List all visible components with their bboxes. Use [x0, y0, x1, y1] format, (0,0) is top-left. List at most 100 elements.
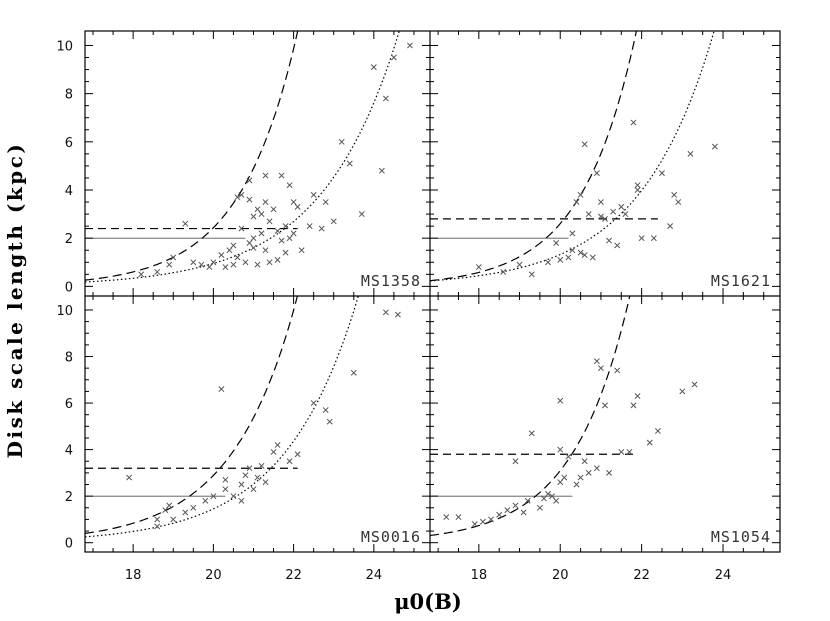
data-point: [270, 206, 277, 213]
data-point: [226, 247, 233, 254]
data-point: [561, 474, 568, 481]
frames: [84, 30, 781, 553]
panel-label: MS1358: [361, 272, 421, 290]
data-point: [581, 458, 588, 465]
data-point: [553, 497, 560, 504]
data-point: [254, 206, 261, 213]
y-tick-label: 2: [65, 490, 73, 505]
data-point: [557, 479, 564, 486]
data-point: [536, 504, 543, 511]
data-point: [679, 388, 686, 395]
data-point: [597, 365, 604, 372]
data-point: [242, 472, 249, 479]
data-point: [202, 497, 209, 504]
data-point: [274, 228, 281, 234]
panel-ms1358: MS1358: [85, 31, 421, 290]
data-point: [182, 509, 189, 516]
data-point: [294, 203, 301, 210]
data-point: [166, 502, 173, 509]
data-point: [270, 448, 277, 455]
data-point: [711, 143, 718, 150]
x-tick-label: 18: [125, 568, 142, 583]
data-point: [210, 259, 217, 266]
data-point: [154, 516, 161, 523]
outer-frame: [84, 30, 781, 553]
data-point: [614, 242, 621, 249]
data-point: [565, 254, 572, 261]
data-point: [667, 223, 674, 230]
data-point: [170, 254, 177, 261]
data-point: [282, 223, 289, 230]
data-point: [541, 495, 547, 502]
data-point: [593, 358, 600, 365]
data-point: [634, 393, 641, 400]
dashed-curve: [430, 296, 631, 537]
dotted-curve: [85, 296, 359, 538]
data-point: [222, 264, 229, 271]
data-point: [286, 458, 293, 465]
data-point: [512, 502, 519, 509]
data-point: [322, 407, 329, 413]
data-point: [659, 170, 665, 177]
data-point: [370, 64, 377, 71]
dotted-curve: [85, 31, 400, 283]
data-point: [589, 254, 596, 261]
data-point: [290, 230, 297, 237]
x-tick-label: 24: [366, 568, 383, 583]
data-point: [557, 256, 564, 263]
data-point: [310, 191, 317, 198]
y-tick-label: 2: [65, 232, 73, 247]
data-point: [190, 504, 197, 511]
x-tick-label: 24: [715, 568, 732, 583]
data-point: [585, 469, 592, 476]
data-point: [549, 493, 556, 500]
data-point: [390, 54, 397, 61]
data-point: [322, 199, 329, 205]
data-point: [593, 170, 600, 177]
x-tick-label: 20: [205, 568, 222, 583]
data-point: [626, 448, 633, 455]
data-point: [654, 428, 661, 434]
data-point: [182, 220, 189, 227]
data-point: [500, 268, 507, 275]
data-point: [330, 218, 337, 225]
data-point: [565, 453, 572, 460]
data-point: [258, 462, 265, 469]
data-point: [528, 271, 535, 278]
data-point: [266, 218, 273, 225]
data-point: [350, 369, 357, 376]
data-point: [378, 167, 385, 174]
data-point: [238, 497, 245, 504]
data-point: [326, 418, 333, 425]
data-point: [262, 479, 269, 486]
data-point: [382, 95, 389, 102]
data-point: [520, 509, 527, 516]
data-point: [581, 141, 588, 148]
data-point: [634, 182, 641, 189]
data-point: [234, 254, 241, 261]
data-point: [545, 259, 551, 266]
data-point: [306, 223, 313, 230]
data-point: [650, 235, 657, 242]
data-point: [577, 249, 584, 256]
data-point: [496, 511, 503, 518]
data-point: [569, 247, 576, 254]
data-point: [622, 211, 629, 218]
data-point: [618, 203, 625, 210]
data-point: [274, 256, 281, 263]
data-point: [246, 240, 253, 246]
data-point: [278, 172, 285, 179]
dashed-curve: [85, 296, 299, 534]
dashed-curve: [85, 31, 299, 281]
data-point: [406, 42, 413, 49]
data-point: [198, 261, 205, 268]
data-point: [504, 507, 511, 514]
y-tick-label: 10: [56, 39, 73, 54]
data-point: [310, 400, 317, 407]
data-point: [238, 481, 245, 488]
data-point: [479, 518, 486, 525]
data-point: [294, 451, 301, 458]
data-point: [230, 261, 237, 268]
y-tick-label: 8: [65, 351, 73, 366]
